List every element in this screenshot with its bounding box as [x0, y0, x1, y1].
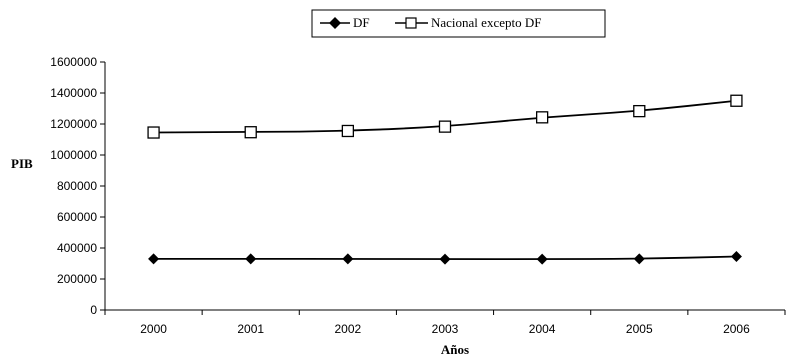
y-tick-label: 200000 [57, 272, 97, 286]
data-point-diamond [536, 253, 548, 265]
data-point-square [147, 126, 160, 139]
y-tick-label: 800000 [57, 179, 97, 193]
legend-box [311, 9, 606, 38]
x-ticks: 2000 2001 2002 2003 2004 2005 2006 [104, 310, 786, 336]
legend-marker-diamond-icon [329, 17, 341, 29]
y-ticks: 0 200000 400000 600000 800000 1000000 1200000 1… [50, 55, 105, 317]
legend-label-nacional: Nacional excepto DF [431, 15, 541, 30]
y-tick-label: 1200000 [50, 117, 97, 131]
data-point-square [730, 94, 743, 107]
x-tick-label: 2004 [529, 322, 556, 336]
series-line-0 [153, 255, 737, 261]
y-tick-label: 400000 [57, 241, 97, 255]
y-tick-label: 1400000 [50, 86, 97, 100]
x-tick-label: 2000 [140, 322, 167, 336]
series-line-1 [153, 99, 737, 134]
y-tick-label: 1600000 [50, 55, 97, 69]
data-point-diamond [245, 253, 257, 265]
legend: DF Nacional excepto DF [311, 9, 606, 38]
y-tick-label: 600000 [57, 210, 97, 224]
x-tick-label: 2003 [432, 322, 459, 336]
y-axis-title: PIB [11, 156, 33, 171]
data-point-square [535, 111, 549, 124]
x-tick-label: 2005 [626, 322, 653, 336]
data-point-diamond [342, 253, 354, 265]
data-point-diamond [730, 251, 742, 263]
x-axis-title: Años [441, 342, 469, 357]
x-tick-label: 2001 [237, 322, 264, 336]
legend-marker-square-icon [405, 17, 417, 29]
data-point-diamond [633, 253, 645, 265]
x-tick-label: 2006 [723, 322, 750, 336]
legend-label-df: DF [353, 15, 370, 30]
data-point-diamond [148, 253, 160, 265]
data-point-square [341, 124, 355, 138]
y-tick-label: 0 [90, 303, 97, 317]
data-point-square [633, 104, 646, 118]
x-tick-label: 2002 [335, 322, 362, 336]
y-tick-label: 1000000 [50, 148, 97, 162]
data-point-square [438, 120, 452, 133]
data-point-square [244, 126, 257, 139]
series-layer [147, 94, 743, 265]
data-point-diamond [439, 253, 451, 265]
